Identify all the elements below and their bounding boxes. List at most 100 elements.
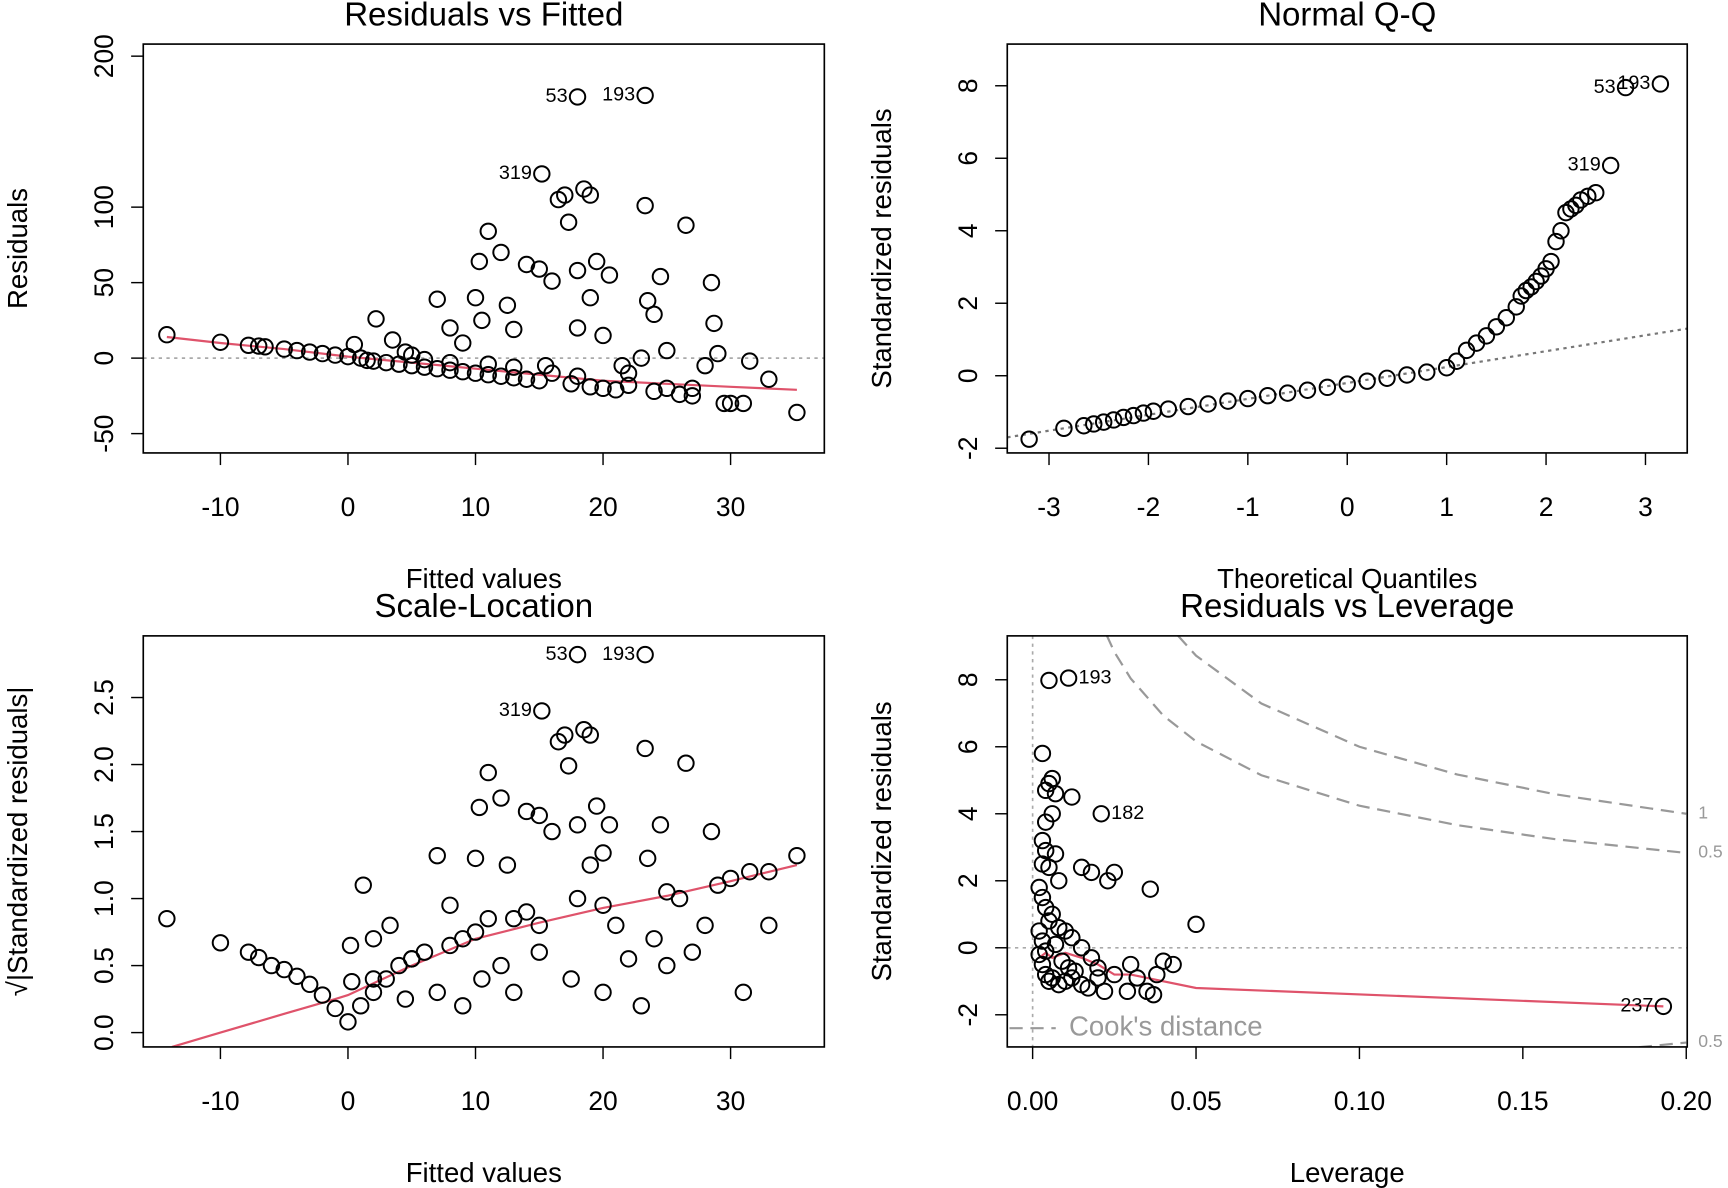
point (1075, 417, 1093, 435)
point (1040, 671, 1058, 690)
point (441, 896, 459, 914)
point (441, 319, 459, 337)
y-tick-label: 0.5 (89, 947, 119, 984)
point (734, 394, 753, 413)
point (470, 798, 489, 817)
point (1033, 955, 1052, 974)
point (575, 180, 593, 198)
point (651, 816, 670, 834)
point (343, 972, 361, 991)
plot-frame (1006, 43, 1689, 454)
outlier-label: 53 (546, 85, 568, 107)
x-axis-label: Theoretical Quantiles (1217, 563, 1477, 594)
point (600, 266, 619, 284)
point (556, 186, 574, 204)
point (1338, 375, 1356, 393)
point (158, 326, 176, 344)
point (530, 806, 548, 825)
point (677, 216, 695, 234)
point (581, 186, 599, 204)
outlier-label: 193 (602, 643, 635, 665)
point (211, 333, 230, 351)
point (677, 754, 695, 772)
point (1219, 392, 1237, 410)
point (1128, 969, 1146, 987)
point (1050, 872, 1068, 890)
point (594, 844, 612, 862)
point (377, 353, 395, 372)
point (364, 352, 383, 370)
outlier-point (1616, 78, 1635, 97)
smooth-line (171, 863, 798, 1047)
point (358, 351, 376, 370)
point (600, 816, 619, 834)
point (607, 916, 625, 935)
x-tick-label: 20 (588, 1086, 617, 1116)
x-tick-label: -3 (1037, 492, 1061, 522)
point (619, 376, 638, 395)
point (239, 943, 258, 961)
outlier-point (636, 86, 654, 105)
outlier-label: 182 (1111, 802, 1144, 824)
point (1567, 196, 1585, 215)
point (715, 394, 733, 413)
y-tick-label: 0 (953, 940, 983, 955)
x-tick-label: -10 (201, 492, 239, 522)
x-tick-label: 0.05 (1170, 1086, 1221, 1116)
point (498, 856, 517, 874)
point (517, 802, 536, 821)
point (505, 369, 523, 387)
point (1033, 888, 1052, 907)
y-axis-label: Residuals (2, 188, 33, 309)
y-tick-label: 0 (953, 368, 983, 383)
point (473, 970, 491, 988)
outlier-point (1651, 75, 1670, 93)
point (1552, 222, 1570, 240)
plot-area (1007, 327, 1688, 439)
point (760, 863, 778, 881)
x-tick-label: 0.15 (1497, 1086, 1548, 1116)
y-tick-label: 8 (953, 78, 983, 93)
outlier-label: 53 (1594, 76, 1616, 98)
point (594, 326, 612, 345)
point (788, 846, 806, 865)
point (705, 314, 723, 333)
y-tick-label: -2 (953, 1003, 983, 1027)
point (428, 290, 446, 308)
point (658, 379, 676, 398)
outlier-point (1092, 805, 1110, 823)
y-tick-label: 2.5 (89, 679, 119, 716)
cooks-label: 0.5 (1698, 1031, 1723, 1051)
point (249, 337, 268, 355)
point (1043, 769, 1061, 788)
point (396, 990, 415, 1008)
point (581, 289, 599, 307)
y-tick-label: 2.0 (89, 746, 119, 783)
point (517, 370, 536, 388)
point (1063, 929, 1081, 947)
point (454, 363, 472, 381)
point (1144, 985, 1163, 1004)
point (1036, 841, 1055, 860)
point (1447, 352, 1466, 370)
point (1072, 939, 1091, 957)
point (568, 816, 587, 834)
y-axis-label: √|Standardized residuals| (2, 687, 33, 997)
qq-line (1007, 327, 1688, 439)
point (556, 726, 574, 744)
point (415, 358, 434, 376)
y-tick-label: 1.5 (89, 813, 119, 850)
cooks-contour (1176, 635, 1687, 815)
point (683, 943, 702, 961)
y-tick-label: 8 (953, 672, 983, 687)
y-tick-label: 6 (953, 151, 983, 166)
point (300, 343, 319, 361)
point (470, 252, 489, 271)
point (1124, 406, 1143, 425)
point (1040, 912, 1058, 930)
point (352, 997, 370, 1015)
y-tick-label: 2 (953, 873, 983, 888)
point (454, 334, 472, 352)
point (383, 331, 402, 349)
